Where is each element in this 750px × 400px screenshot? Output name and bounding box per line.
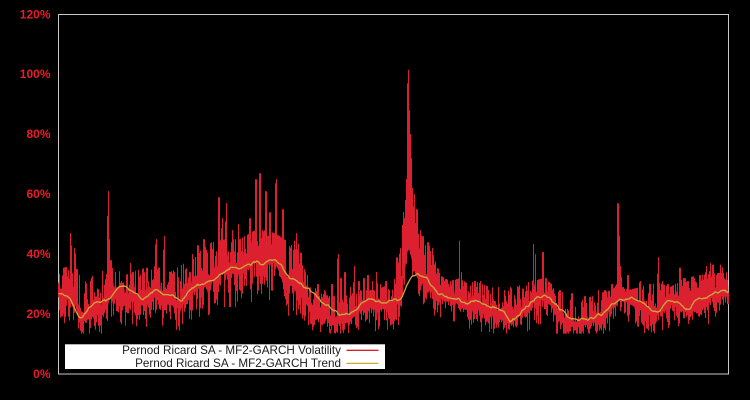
svg-text:60%: 60% xyxy=(26,187,50,201)
svg-text:100%: 100% xyxy=(20,67,51,81)
svg-text:120%: 120% xyxy=(20,7,51,21)
svg-text:20%: 20% xyxy=(26,307,50,321)
svg-text:0%: 0% xyxy=(33,367,51,381)
svg-text:40%: 40% xyxy=(26,247,50,261)
svg-text:80%: 80% xyxy=(26,127,50,141)
svg-text:Pernod Ricard SA - MF2-GARCH T: Pernod Ricard SA - MF2-GARCH Trend xyxy=(135,357,341,370)
svg-text:Pernod Ricard SA - MF2-GARCH V: Pernod Ricard SA - MF2-GARCH Volatility xyxy=(122,344,341,357)
